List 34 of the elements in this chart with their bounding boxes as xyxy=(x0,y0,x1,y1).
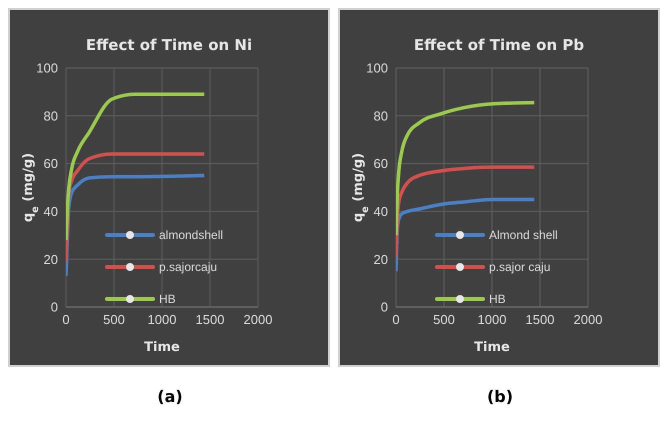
x-tick-label: 1500 xyxy=(196,312,224,328)
chart-title: Effect of Time on Ni xyxy=(84,36,254,54)
x-axis-title: Time xyxy=(474,340,510,355)
y-tick-label: 40 xyxy=(44,204,58,220)
legend-label: HB xyxy=(159,292,176,306)
chart-title: Effect of Time on Pb xyxy=(412,36,586,54)
text: (a) xyxy=(156,387,184,406)
y-tick-label: 20 xyxy=(374,252,388,267)
x-tick-label: 1000 xyxy=(478,312,506,328)
y-tick-label: 60 xyxy=(44,156,58,172)
y-tick-label: 80 xyxy=(44,108,58,124)
y-tick-label: 40 xyxy=(374,204,388,220)
legend-label: p.sajorcaju xyxy=(159,260,218,274)
x-tick-label: 500 xyxy=(433,312,455,328)
y-tick-label: 80 xyxy=(374,108,388,124)
x-axis-title: Time xyxy=(144,340,180,355)
x-tick-label: 1000 xyxy=(148,312,176,328)
x-tick-label: 1500 xyxy=(526,312,554,328)
legend-label: Almond shell xyxy=(489,228,558,242)
y-tick-label: 20 xyxy=(44,252,58,267)
x-tick-label: 0 xyxy=(62,312,70,328)
y-tick-label: 0 xyxy=(50,300,58,315)
text: (b) xyxy=(486,387,514,406)
x-tick-label: 2000 xyxy=(244,312,272,328)
legend-label: almondshell xyxy=(159,228,224,242)
y-tick-label: 100 xyxy=(36,60,58,76)
legend-label: HB xyxy=(489,292,506,306)
x-tick-label: 500 xyxy=(103,312,125,328)
x-tick-label: 2000 xyxy=(574,312,602,328)
x-tick-label: 0 xyxy=(392,312,400,328)
y-tick-label: 0 xyxy=(380,300,388,315)
legend-label: p.sajor caju xyxy=(489,260,550,274)
y-tick-label: 60 xyxy=(374,156,388,172)
y-tick-label: 100 xyxy=(366,60,388,76)
